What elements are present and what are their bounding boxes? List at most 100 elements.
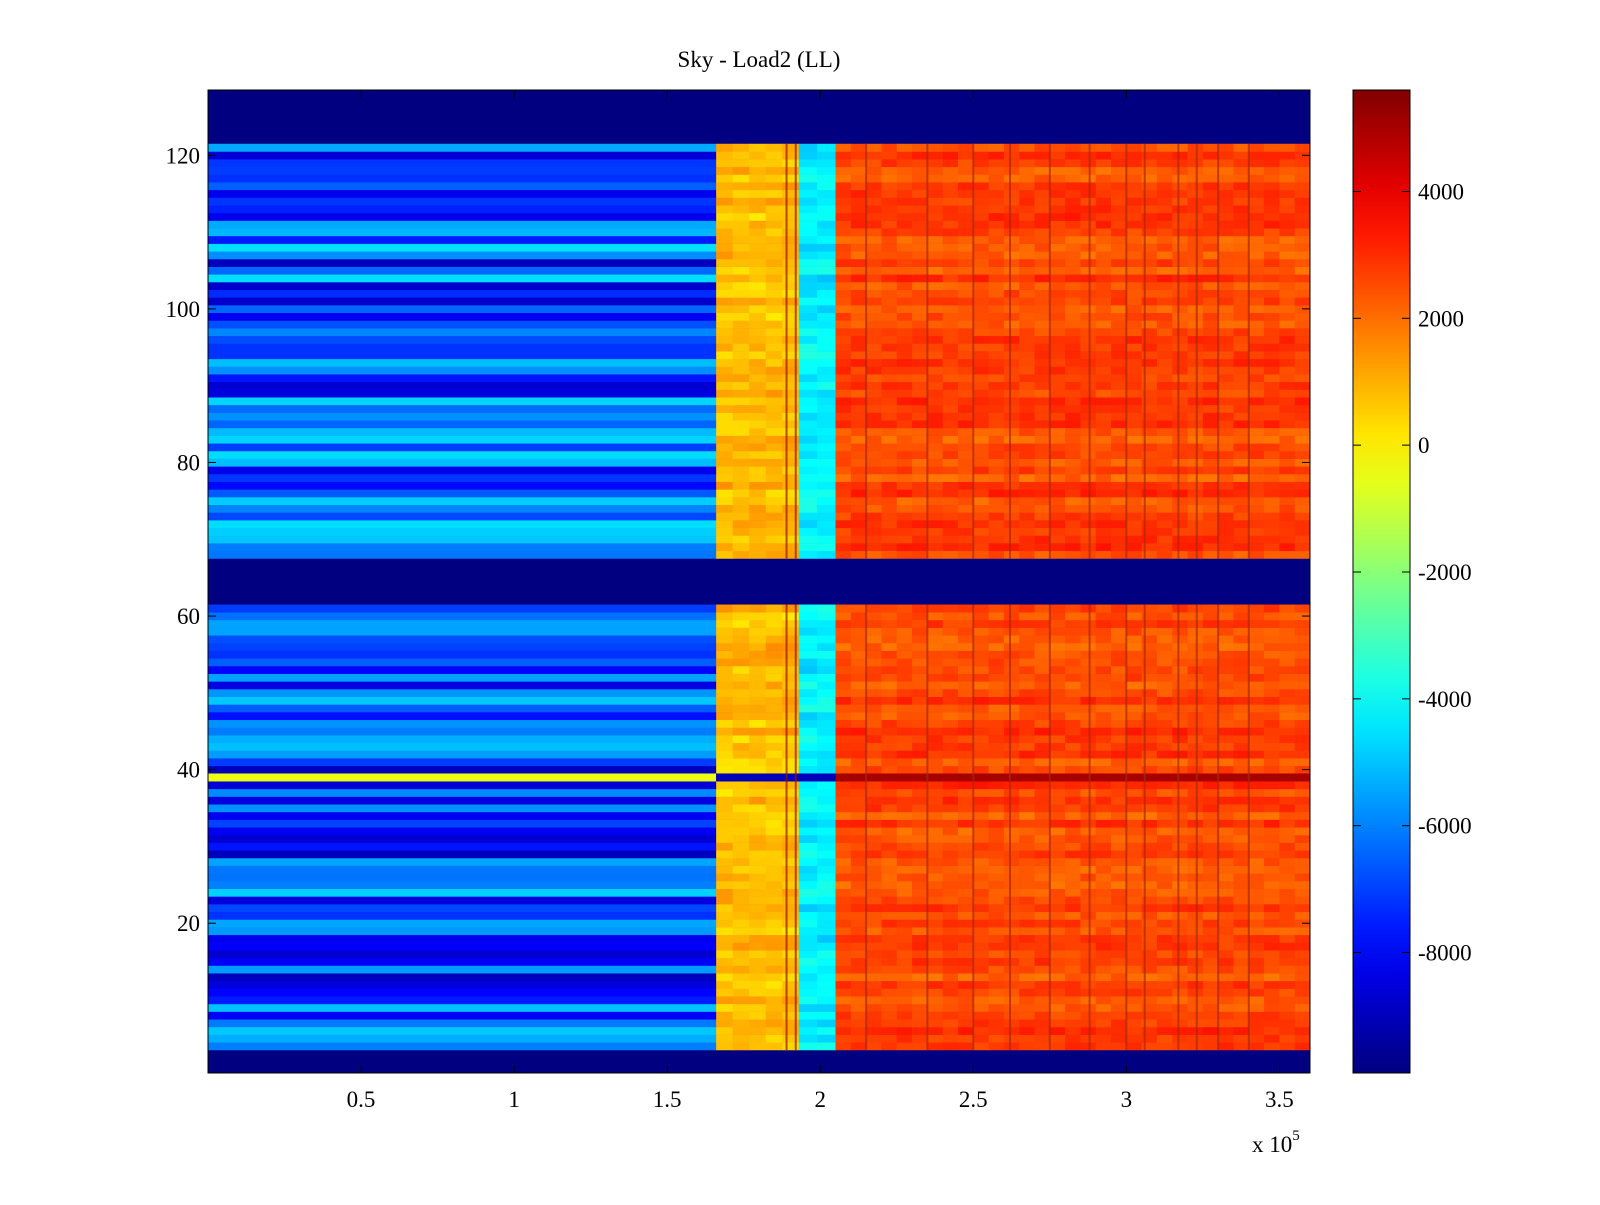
heat-cell [749, 458, 767, 467]
heat-cell [1111, 973, 1127, 982]
heat-cell [1080, 266, 1097, 275]
heat-cell [1126, 504, 1143, 513]
heat-cell [866, 473, 882, 482]
heat-cell [1233, 427, 1250, 436]
heat-cell [732, 197, 750, 206]
heat-cell [1264, 543, 1280, 552]
heat-cell [835, 712, 852, 721]
heat-cell [881, 182, 898, 191]
heat-cell [1233, 934, 1250, 943]
heat-cell [765, 266, 783, 275]
heat-cell [835, 681, 852, 690]
heat-cell [1233, 443, 1250, 452]
heat-cell [1264, 950, 1280, 959]
heat-cell [881, 788, 898, 797]
heat-cell [1080, 827, 1097, 836]
heat-cell [1080, 235, 1097, 244]
heat-cell [1248, 189, 1265, 198]
heat-cell [1034, 619, 1051, 628]
heat-cell [782, 996, 800, 1005]
heat-cell [850, 281, 867, 290]
heat-cell [798, 996, 818, 1005]
heat-cell [912, 796, 928, 805]
heat-cell [1156, 443, 1173, 452]
heat-cell [1126, 911, 1143, 920]
heat-cell [1080, 258, 1097, 267]
heat-cell [912, 305, 928, 314]
heat-cell [1279, 689, 1296, 697]
heat-cell [1172, 166, 1189, 175]
heat-cell [988, 182, 1005, 191]
heat-cell [765, 328, 783, 337]
heat-cell [1233, 550, 1250, 559]
heat-cell [1218, 911, 1234, 920]
heat-cell [1126, 689, 1143, 697]
heat-cell [866, 750, 882, 759]
heat-cell [1294, 950, 1310, 959]
heat-cell [927, 305, 944, 314]
heat-cell [1065, 934, 1081, 943]
heat-cell [1111, 796, 1127, 805]
heat-cell [1202, 343, 1219, 352]
heat-cell [1172, 466, 1189, 475]
heat-cell [942, 612, 959, 621]
heat-cell [850, 1042, 867, 1051]
heat-cell [1003, 312, 1020, 321]
heat-cell [850, 504, 867, 513]
heat-cell [1049, 535, 1066, 544]
heat-cell [716, 458, 734, 467]
heat-cell [208, 750, 717, 759]
heat-cell [1141, 842, 1158, 851]
heat-cell [1218, 1026, 1234, 1035]
heat-cell [1049, 811, 1066, 820]
heat-cell [1172, 658, 1189, 667]
heat-cell [782, 1026, 800, 1035]
heat-cell [927, 927, 944, 936]
heat-cell [973, 811, 990, 820]
heat-cell [1080, 988, 1097, 997]
heat-cell [749, 942, 767, 951]
heat-cell [988, 497, 1005, 506]
heat-cell [749, 727, 767, 736]
heat-cell [765, 704, 783, 713]
heat-cell [973, 197, 990, 206]
heat-cell [1248, 412, 1265, 421]
heat-cell [1294, 788, 1310, 797]
heat-cell [1172, 381, 1189, 390]
heat-cell [1049, 957, 1066, 966]
heat-cell [973, 404, 990, 413]
heat-cell [942, 420, 959, 429]
heat-cell [957, 896, 974, 905]
heat-cell [896, 857, 913, 866]
heat-cell [1248, 220, 1265, 229]
heat-cell [1034, 873, 1051, 882]
heat-cell [1264, 758, 1280, 767]
heat-cell [973, 642, 990, 651]
heat-cell [732, 189, 750, 198]
heat-cell [896, 881, 913, 889]
heat-cell [208, 673, 717, 682]
heat-cell [1034, 389, 1051, 398]
heat-cell [1172, 189, 1189, 198]
heat-cell [1279, 665, 1296, 674]
heat-cell [896, 765, 913, 774]
heat-cell [957, 665, 974, 674]
heat-cell [1049, 389, 1066, 398]
heat-cell [798, 343, 818, 352]
heat-cell [1111, 297, 1127, 306]
heat-cell [1156, 1003, 1173, 1012]
heat-cell [716, 166, 734, 175]
heat-cell [850, 850, 867, 859]
heat-cell [1279, 927, 1296, 936]
heat-cell [1233, 512, 1250, 521]
heat-cell [1080, 189, 1097, 198]
heat-cell [1218, 281, 1234, 290]
heat-cell [927, 689, 944, 697]
heat-cell [1248, 535, 1265, 544]
heat-cell [1202, 182, 1219, 191]
colorbar [1352, 89, 1411, 1074]
heat-cell [835, 358, 852, 367]
heat-cell [817, 727, 837, 736]
heat-cell [866, 788, 882, 797]
heat-cell [1003, 719, 1020, 728]
